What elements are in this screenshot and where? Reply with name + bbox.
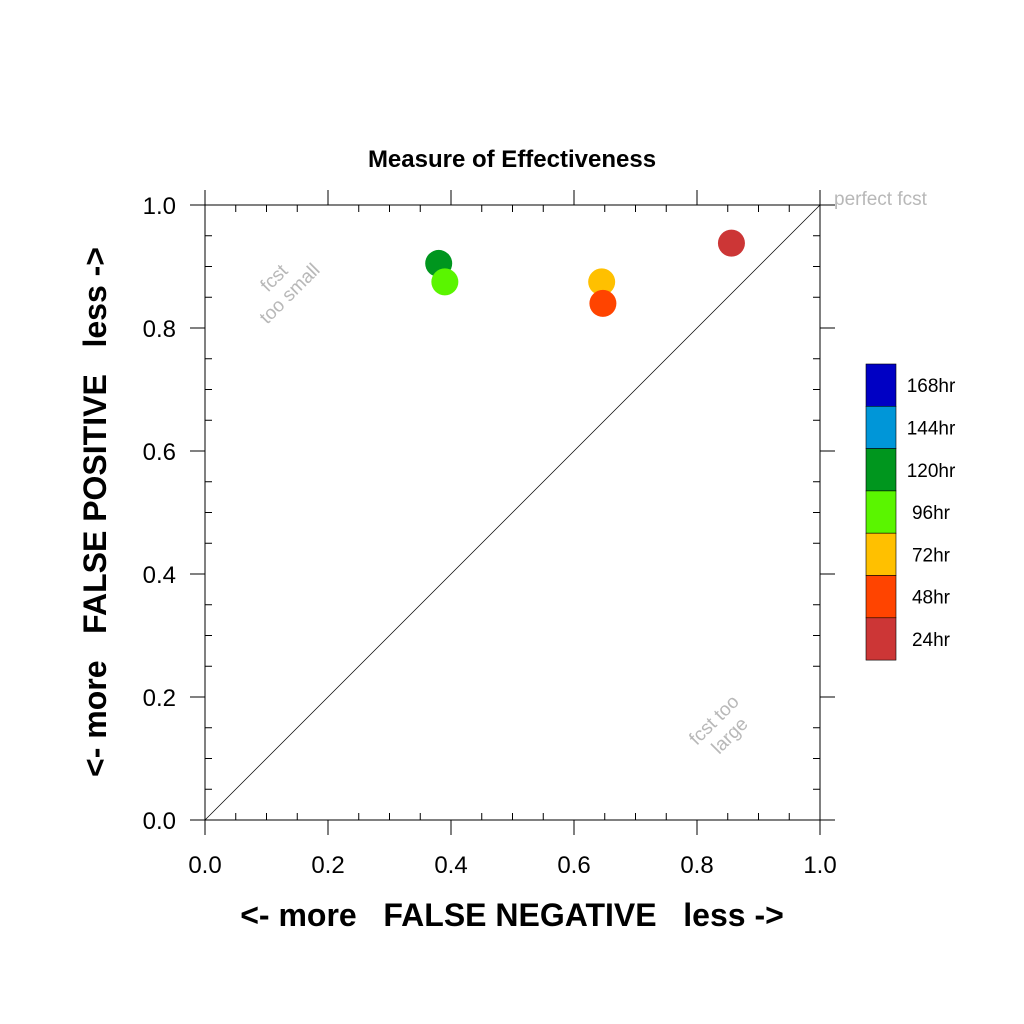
legend-label-72hr: 72hr bbox=[912, 545, 951, 566]
x-tick-label: 1.0 bbox=[803, 852, 836, 879]
x-tick-label: 0.2 bbox=[311, 852, 344, 879]
y-axis-title: <- more FALSE POSITIVE less -> bbox=[77, 247, 113, 777]
reference-line-label: perfect fcst bbox=[834, 189, 928, 210]
chart-title: Measure of Effectiveness bbox=[368, 146, 656, 173]
data-point-96hr bbox=[431, 268, 459, 296]
y-tick-label: 0.6 bbox=[143, 439, 176, 466]
region-label-line: too small bbox=[256, 260, 325, 329]
legend-label-24hr: 24hr bbox=[912, 630, 951, 651]
x-tick-label: 0.0 bbox=[188, 852, 221, 879]
y-tick-label: 0.0 bbox=[143, 808, 176, 835]
legend-swatch-168hr bbox=[865, 363, 897, 407]
legend-label-96hr: 96hr bbox=[912, 503, 951, 524]
legend-swatch-48hr bbox=[865, 575, 897, 619]
legend-label-168hr: 168hr bbox=[907, 376, 956, 397]
legend-swatch-144hr bbox=[865, 405, 897, 449]
data-point-72hr bbox=[588, 268, 616, 296]
legend-label-144hr: 144hr bbox=[907, 418, 956, 439]
y-tick-label: 0.4 bbox=[143, 562, 176, 589]
legend: 168hr 144hr 120hr 96hr 72hr 48hr 24hr bbox=[865, 363, 956, 661]
legend-swatch-96hr bbox=[865, 490, 897, 534]
data-point-24hr bbox=[717, 229, 745, 257]
legend-swatch-24hr bbox=[865, 617, 897, 661]
x-axis-title: <- more FALSE NEGATIVE less -> bbox=[240, 897, 784, 933]
y-tick-label: 0.8 bbox=[143, 316, 176, 343]
x-tick-label: 0.4 bbox=[434, 852, 467, 879]
legend-label-120hr: 120hr bbox=[907, 461, 956, 482]
x-tick-label: 0.8 bbox=[680, 852, 713, 879]
legend-swatch-120hr bbox=[865, 448, 897, 492]
y-tick-label: 1.0 bbox=[143, 193, 176, 220]
legend-swatch-72hr bbox=[865, 532, 897, 576]
legend-label-48hr: 48hr bbox=[912, 588, 951, 609]
y-tick-label: 0.2 bbox=[143, 685, 176, 712]
x-tick-label: 0.6 bbox=[557, 852, 590, 879]
data-point-48hr bbox=[589, 289, 617, 317]
perfect-forecast-line bbox=[204, 204, 821, 821]
